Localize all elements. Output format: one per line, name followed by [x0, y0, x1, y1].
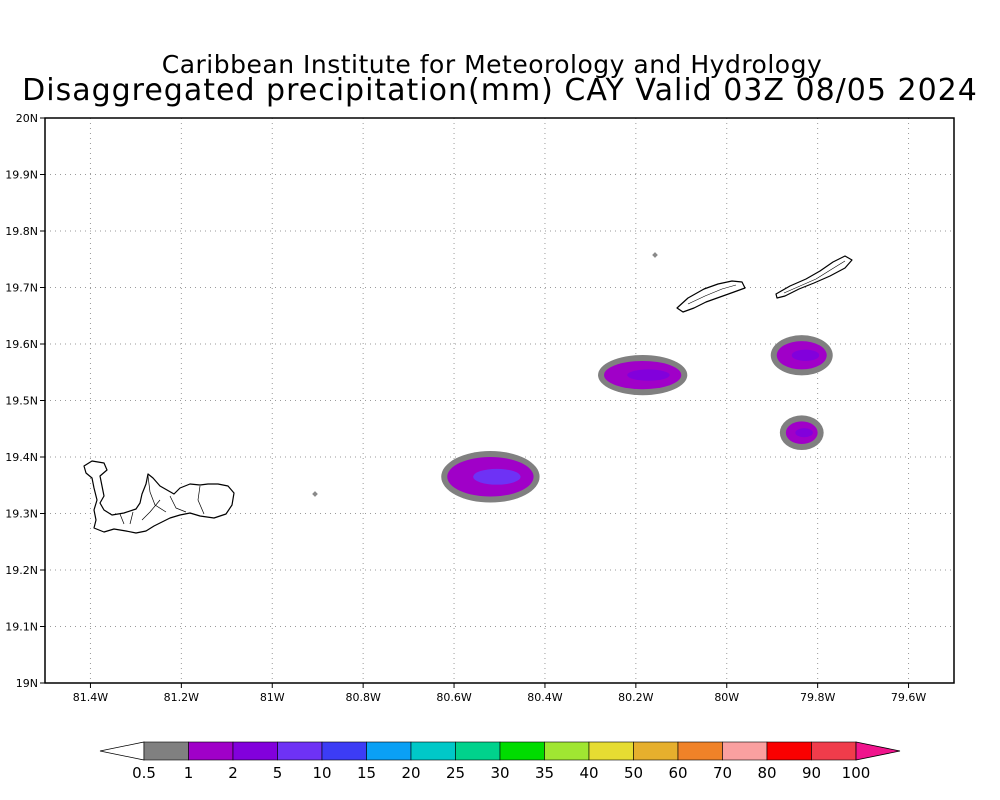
colorbar-label: 15: [357, 764, 376, 782]
grid-lines: [45, 117, 954, 684]
lat-tick-label: 19.7N: [5, 282, 38, 295]
colorbar-label: 10: [312, 764, 331, 782]
island-grand-cayman: [83, 460, 235, 534]
lon-tick-label: 80W: [714, 691, 739, 704]
colorbar-swatch: [811, 741, 857, 761]
lat-tick-label: 20N: [16, 112, 38, 125]
latitude-axis: 20N 19.9N 19.8N 19.7N 19.6N 19.5N 19.4N 19.3N 19…: [5, 112, 45, 690]
longitude-axis: 81.4W 81.2W 81W 80.8W 80.6W 80.4W 80.2W 80W 79.8…: [73, 683, 926, 704]
colorbar-swatch: [633, 741, 679, 761]
lat-tick-label: 19.9N: [5, 169, 38, 182]
lat-tick-label: 19N: [16, 677, 38, 690]
colorbar-swatch: [143, 741, 189, 761]
colorbar-label: 70: [713, 764, 732, 782]
lon-tick-label: 79.8W: [800, 691, 835, 704]
lon-tick-label: 80.4W: [527, 691, 562, 704]
cay-marker-1: [312, 491, 318, 497]
colorbar-swatch: [588, 741, 634, 761]
colorbar-label: 90: [802, 764, 821, 782]
colorbar-label: 80: [757, 764, 776, 782]
precip-core: [627, 369, 670, 381]
precip-cell: [598, 354, 688, 396]
lat-tick-label: 19.5N: [5, 395, 38, 408]
lat-tick-label: 19.1N: [5, 621, 38, 634]
precip-core: [791, 349, 820, 361]
lat-tick-label: 19.3N: [5, 508, 38, 521]
colorbar-swatch: [499, 741, 545, 761]
colorbar: 0.5 1 2 5 10 15 20 25 30 35 40 50 60 70 80 90 100: [99, 741, 901, 782]
island-little-cayman: [676, 280, 746, 313]
colorbar-label: 25: [446, 764, 465, 782]
colorbar-label: 0.5: [132, 764, 156, 782]
precip-cell: [441, 451, 540, 503]
colorbar-under-triangle: [99, 741, 145, 761]
colorbar-over-triangle: [855, 741, 901, 761]
lon-tick-label: 79.6W: [891, 691, 926, 704]
precip-cell: [770, 335, 833, 376]
colorbar-label: 60: [668, 764, 687, 782]
colorbar-label: 35: [535, 764, 554, 782]
colorbar-swatch: [455, 741, 501, 761]
colorbar-swatch: [722, 741, 768, 761]
title-line-2: Disaggregated precipitation(mm) CAY Vali…: [22, 73, 978, 108]
colorbar-label: 100: [842, 764, 871, 782]
lat-tick-label: 19.6N: [5, 338, 38, 351]
precip-core: [795, 428, 813, 438]
colorbar-swatch: [232, 741, 278, 761]
lon-tick-label: 81.2W: [164, 691, 199, 704]
lon-tick-label: 80.6W: [436, 691, 471, 704]
colorbar-swatch: [188, 741, 234, 761]
lon-tick-label: 81.4W: [73, 691, 108, 704]
lon-tick-label: 80.2W: [618, 691, 653, 704]
colorbar-label: 5: [273, 764, 283, 782]
colorbar-swatch: [766, 741, 812, 761]
title-line-1: Caribbean Institute for Meteorology and …: [161, 50, 823, 79]
lat-tick-label: 19.8N: [5, 225, 38, 238]
lon-tick-label: 80.8W: [345, 691, 380, 704]
colorbar-label: 1: [184, 764, 194, 782]
colorbar-label: 2: [228, 764, 238, 782]
colorbar-swatch: [321, 741, 367, 761]
colorbar-swatch: [677, 741, 723, 761]
lon-tick-label: 81W: [260, 691, 285, 704]
colorbar-label: 30: [490, 764, 509, 782]
precip-cell: [779, 415, 824, 451]
colorbar-swatch: [366, 741, 412, 761]
colorbar-label: 40: [579, 764, 598, 782]
colorbar-label: 50: [624, 764, 643, 782]
colorbar-swatch: [544, 741, 590, 761]
cay-marker-2: [652, 252, 658, 258]
island-cayman-brac: [775, 255, 853, 299]
precip-core: [473, 468, 521, 485]
colorbar-swatch: [277, 741, 323, 761]
lat-tick-label: 19.4N: [5, 451, 38, 464]
precipitation-cells: [441, 335, 833, 503]
colorbar-label: 20: [401, 764, 420, 782]
colorbar-swatch: [410, 741, 456, 761]
lat-tick-label: 19.2N: [5, 564, 38, 577]
